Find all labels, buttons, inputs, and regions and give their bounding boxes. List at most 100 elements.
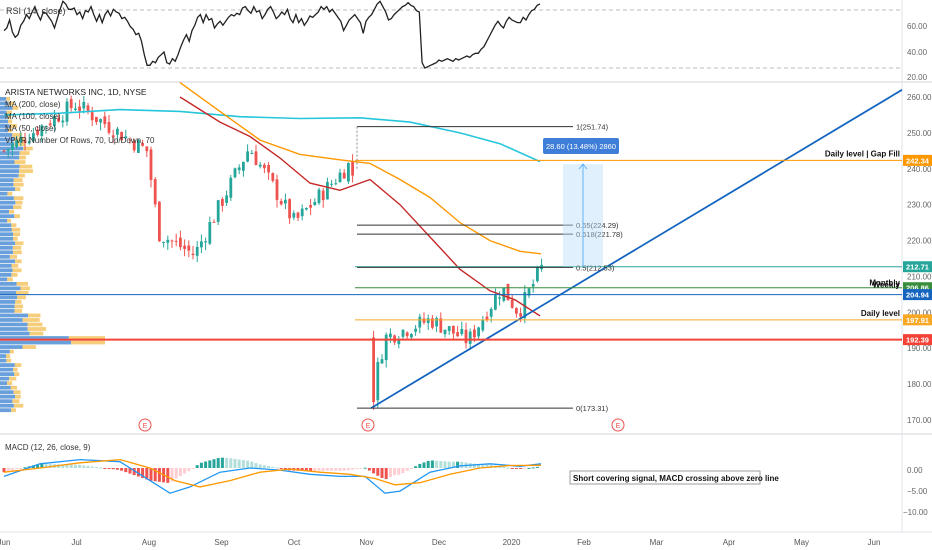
annotation-box[interactable] (569, 470, 761, 485)
vpvr-row-up (0, 205, 14, 210)
macd-histogram-bar (321, 468, 325, 471)
level-note-gap-fill: Daily level | Gap Fill (825, 149, 900, 158)
vpvr-row-up (0, 196, 14, 201)
time-tick-label: May (794, 538, 809, 547)
vpvr-row-down (19, 155, 26, 160)
vpvr-row-down (11, 223, 17, 228)
vpvr-row-down (28, 313, 41, 318)
macd-histogram-bar (23, 467, 27, 469)
candle-body (145, 146, 149, 152)
candle-body (443, 329, 447, 335)
vpvr-row-up (0, 142, 15, 146)
candle-body (53, 116, 56, 127)
candle-body (267, 164, 270, 173)
candle-body (401, 329, 405, 337)
vpvr-row-down (15, 187, 21, 192)
macd-histogram-bar (304, 468, 308, 472)
vpvr-row-up (0, 309, 15, 313)
earnings-marker (138, 418, 152, 432)
vpvr-row-down (11, 263, 19, 268)
candle-body (2, 150, 6, 152)
vpvr-row-up (0, 272, 12, 277)
macd-histogram-bar (141, 468, 145, 479)
vpvr-row-up (0, 241, 16, 246)
macd-histogram-bar (502, 466, 506, 468)
candle-body (431, 318, 434, 328)
candle-body (111, 135, 115, 138)
vpvr-row-up (0, 155, 20, 160)
vpvr-row-down (15, 259, 22, 264)
vpvr-row-down (9, 376, 17, 381)
earnings-marker (361, 418, 375, 432)
price-axis[interactable]: 260.00 250.00 240.00 230.00 220.00 210.00 200.… (907, 93, 932, 425)
macd-annotation: Short covering signal, MACD crossing abo… (573, 474, 779, 483)
vpvr-row-up (0, 128, 9, 133)
macd-histogram-bar (346, 468, 350, 471)
fib-retracement[interactable]: 1(251.74) 0.65(224.29)0.618(221.78) 0.5(21… (356, 123, 623, 413)
price-tick-label: 250.00 (907, 129, 932, 138)
vpvr-row-up (0, 277, 8, 282)
time-tick-label: Jun (868, 538, 881, 547)
vpvr-row-down (22, 318, 40, 322)
candle-body (485, 316, 489, 320)
candle-body (158, 201, 161, 242)
vpvr-row-down (7, 115, 11, 119)
fib-level-label: 1(251.74) (576, 123, 609, 132)
vpvr-row-down (12, 245, 22, 250)
candle-body (216, 200, 220, 222)
measure-tool[interactable]: 28.60 (13.48%) 2860 (543, 138, 619, 267)
rsi-pane: RSI (14, close) 60.00 40.00 20.00 (0, 0, 928, 82)
candle-body (330, 183, 333, 185)
legend-ma50: MA (50, close) (5, 124, 56, 133)
macd-histogram-bar (115, 468, 119, 470)
macd-histogram-bar (157, 468, 161, 482)
time-tick-label: Dec (432, 538, 446, 547)
candle-body (494, 295, 497, 310)
macd-histogram-bar (107, 468, 111, 469)
vpvr-row-down (10, 408, 16, 413)
macd-histogram-bar (317, 468, 321, 471)
vpvr-row-down (7, 381, 13, 386)
candle-body (103, 116, 107, 125)
macd-histogram-bar (2, 468, 6, 473)
vpvr-row-down (13, 205, 22, 210)
price-badge-daily (903, 314, 932, 326)
candle-body (258, 164, 262, 167)
vpvr-row-down (6, 358, 12, 363)
rsi-tick: 20.00 (907, 73, 928, 82)
candle-body (191, 253, 195, 256)
candle-body (372, 337, 375, 403)
vpvr-row-down (19, 164, 33, 169)
vpvr-row-down (6, 110, 12, 115)
macd-histogram-bar (414, 466, 418, 468)
vpvr-row-up (0, 394, 16, 399)
candle-body (208, 222, 212, 244)
candlesticks (2, 95, 543, 410)
macd-histogram-bar (225, 457, 229, 468)
fib-level-label: 0(173.31) (576, 404, 609, 413)
trendline[interactable] (370, 89, 903, 409)
candle-body (263, 164, 266, 169)
candle-body (426, 318, 430, 324)
price-tick-label: 210.00 (907, 272, 932, 281)
legend-vpvr: VPVR Number Of Rows, 70, Up/Down, 70 (5, 136, 155, 145)
macd-histogram-bar (229, 458, 233, 468)
vpvr-row-down (8, 128, 13, 133)
candle-body (305, 208, 308, 210)
vpvr-row-up (0, 300, 16, 304)
time-axis[interactable]: Jun Jul Aug Sep Oct Nov Dec 2020 Feb Mar Apr May Jun (0, 538, 880, 547)
candle-body (242, 161, 245, 171)
vpvr-row-down (20, 286, 30, 291)
vpvr-row-up (0, 331, 30, 336)
ma200-line (3, 108, 541, 163)
candle-body (128, 139, 132, 141)
candle-body (284, 199, 287, 204)
macd-histogram-bar (166, 468, 170, 483)
candle-body (187, 245, 191, 251)
fib-level-label: 0.5(212.53) (576, 263, 615, 272)
macd-histogram-bar (418, 463, 422, 468)
candle-body (48, 123, 52, 126)
candle-body (204, 241, 207, 243)
